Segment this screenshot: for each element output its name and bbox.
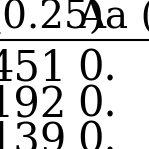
Text: (0.25): (0.25) — [0, 0, 105, 36]
Text: Aa (: Aa ( — [77, 0, 149, 36]
Text: 0.: 0. — [77, 48, 117, 90]
Text: 139: 139 — [0, 119, 67, 149]
Text: 0.: 0. — [77, 119, 117, 149]
Text: 451: 451 — [0, 48, 67, 90]
Text: 192: 192 — [0, 83, 67, 125]
Text: 0.: 0. — [77, 83, 117, 125]
